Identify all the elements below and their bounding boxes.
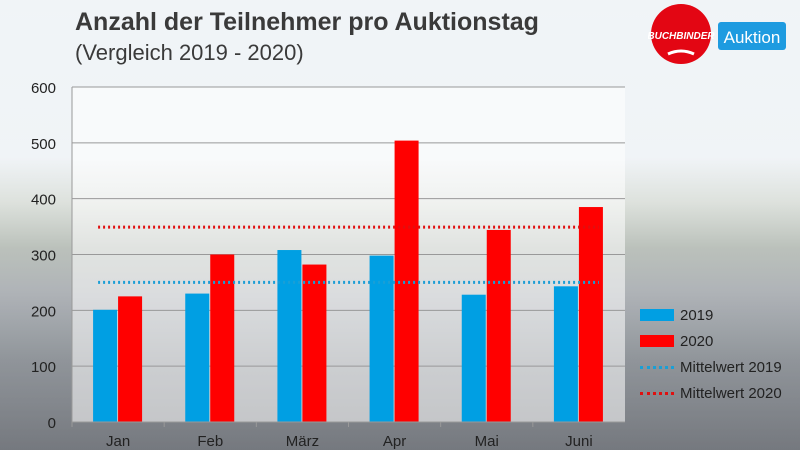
legend-dots-mean-2020 <box>640 391 674 395</box>
legend-dots-mean-2019 <box>640 365 674 369</box>
legend-swatch-2019 <box>640 309 674 321</box>
x-tick-label: Apr <box>383 433 406 450</box>
y-tick-label: 0 <box>48 415 56 432</box>
bar-2019-Juni <box>553 286 578 422</box>
legend-item-mean-2019: Mittelwert 2019 <box>640 354 782 380</box>
bar-2019-Feb <box>185 293 210 422</box>
bar-2019-Jan <box>93 309 118 422</box>
y-tick-label: 500 <box>31 136 56 153</box>
bar-2020-Mai <box>486 229 511 422</box>
bar-2020-Juni <box>578 207 603 422</box>
bar-2019-März <box>277 250 302 422</box>
x-tick-label: Jan <box>106 433 130 450</box>
x-tick-label: Juni <box>565 433 593 450</box>
y-tick-label: 200 <box>31 303 56 320</box>
logo-brand: BUCHBINDER <box>648 31 715 42</box>
x-tick-label: Feb <box>197 433 223 450</box>
logo-label: Auktion <box>724 28 781 47</box>
legend-item-2020: 2020 <box>640 328 782 354</box>
legend: 2019 2020 Mittelwert 2019 Mittelwert 202… <box>640 302 782 406</box>
chart-title: Anzahl der Teilnehmer pro Auktionstag <box>75 8 539 36</box>
legend-label: 2019 <box>680 306 714 324</box>
legend-label: Mittelwert 2019 <box>680 358 782 376</box>
legend-label: 2020 <box>680 332 714 350</box>
legend-swatch-2020 <box>640 335 674 347</box>
y-tick-label: 400 <box>31 192 56 209</box>
bar-2019-Apr <box>369 255 394 422</box>
bar-2020-März <box>302 264 327 422</box>
legend-item-2019: 2019 <box>640 302 782 328</box>
legend-item-mean-2020: Mittelwert 2020 <box>640 380 782 406</box>
bar-2019-Mai <box>461 294 486 422</box>
x-tick-label: März <box>286 433 319 450</box>
chart-subtitle: (Vergleich 2019 - 2020) <box>75 40 304 65</box>
y-tick-label: 600 <box>31 80 56 97</box>
y-tick-label: 300 <box>31 248 56 265</box>
bar-2020-Jan <box>118 296 143 422</box>
x-tick-label: Mai <box>475 433 499 450</box>
legend-label: Mittelwert 2020 <box>680 384 782 402</box>
bar-2020-Feb <box>210 254 235 422</box>
logo-circle <box>651 4 711 64</box>
buchbinder-logo: BUCHBINDER Auktion <box>647 4 798 79</box>
y-tick-label: 100 <box>31 359 56 376</box>
